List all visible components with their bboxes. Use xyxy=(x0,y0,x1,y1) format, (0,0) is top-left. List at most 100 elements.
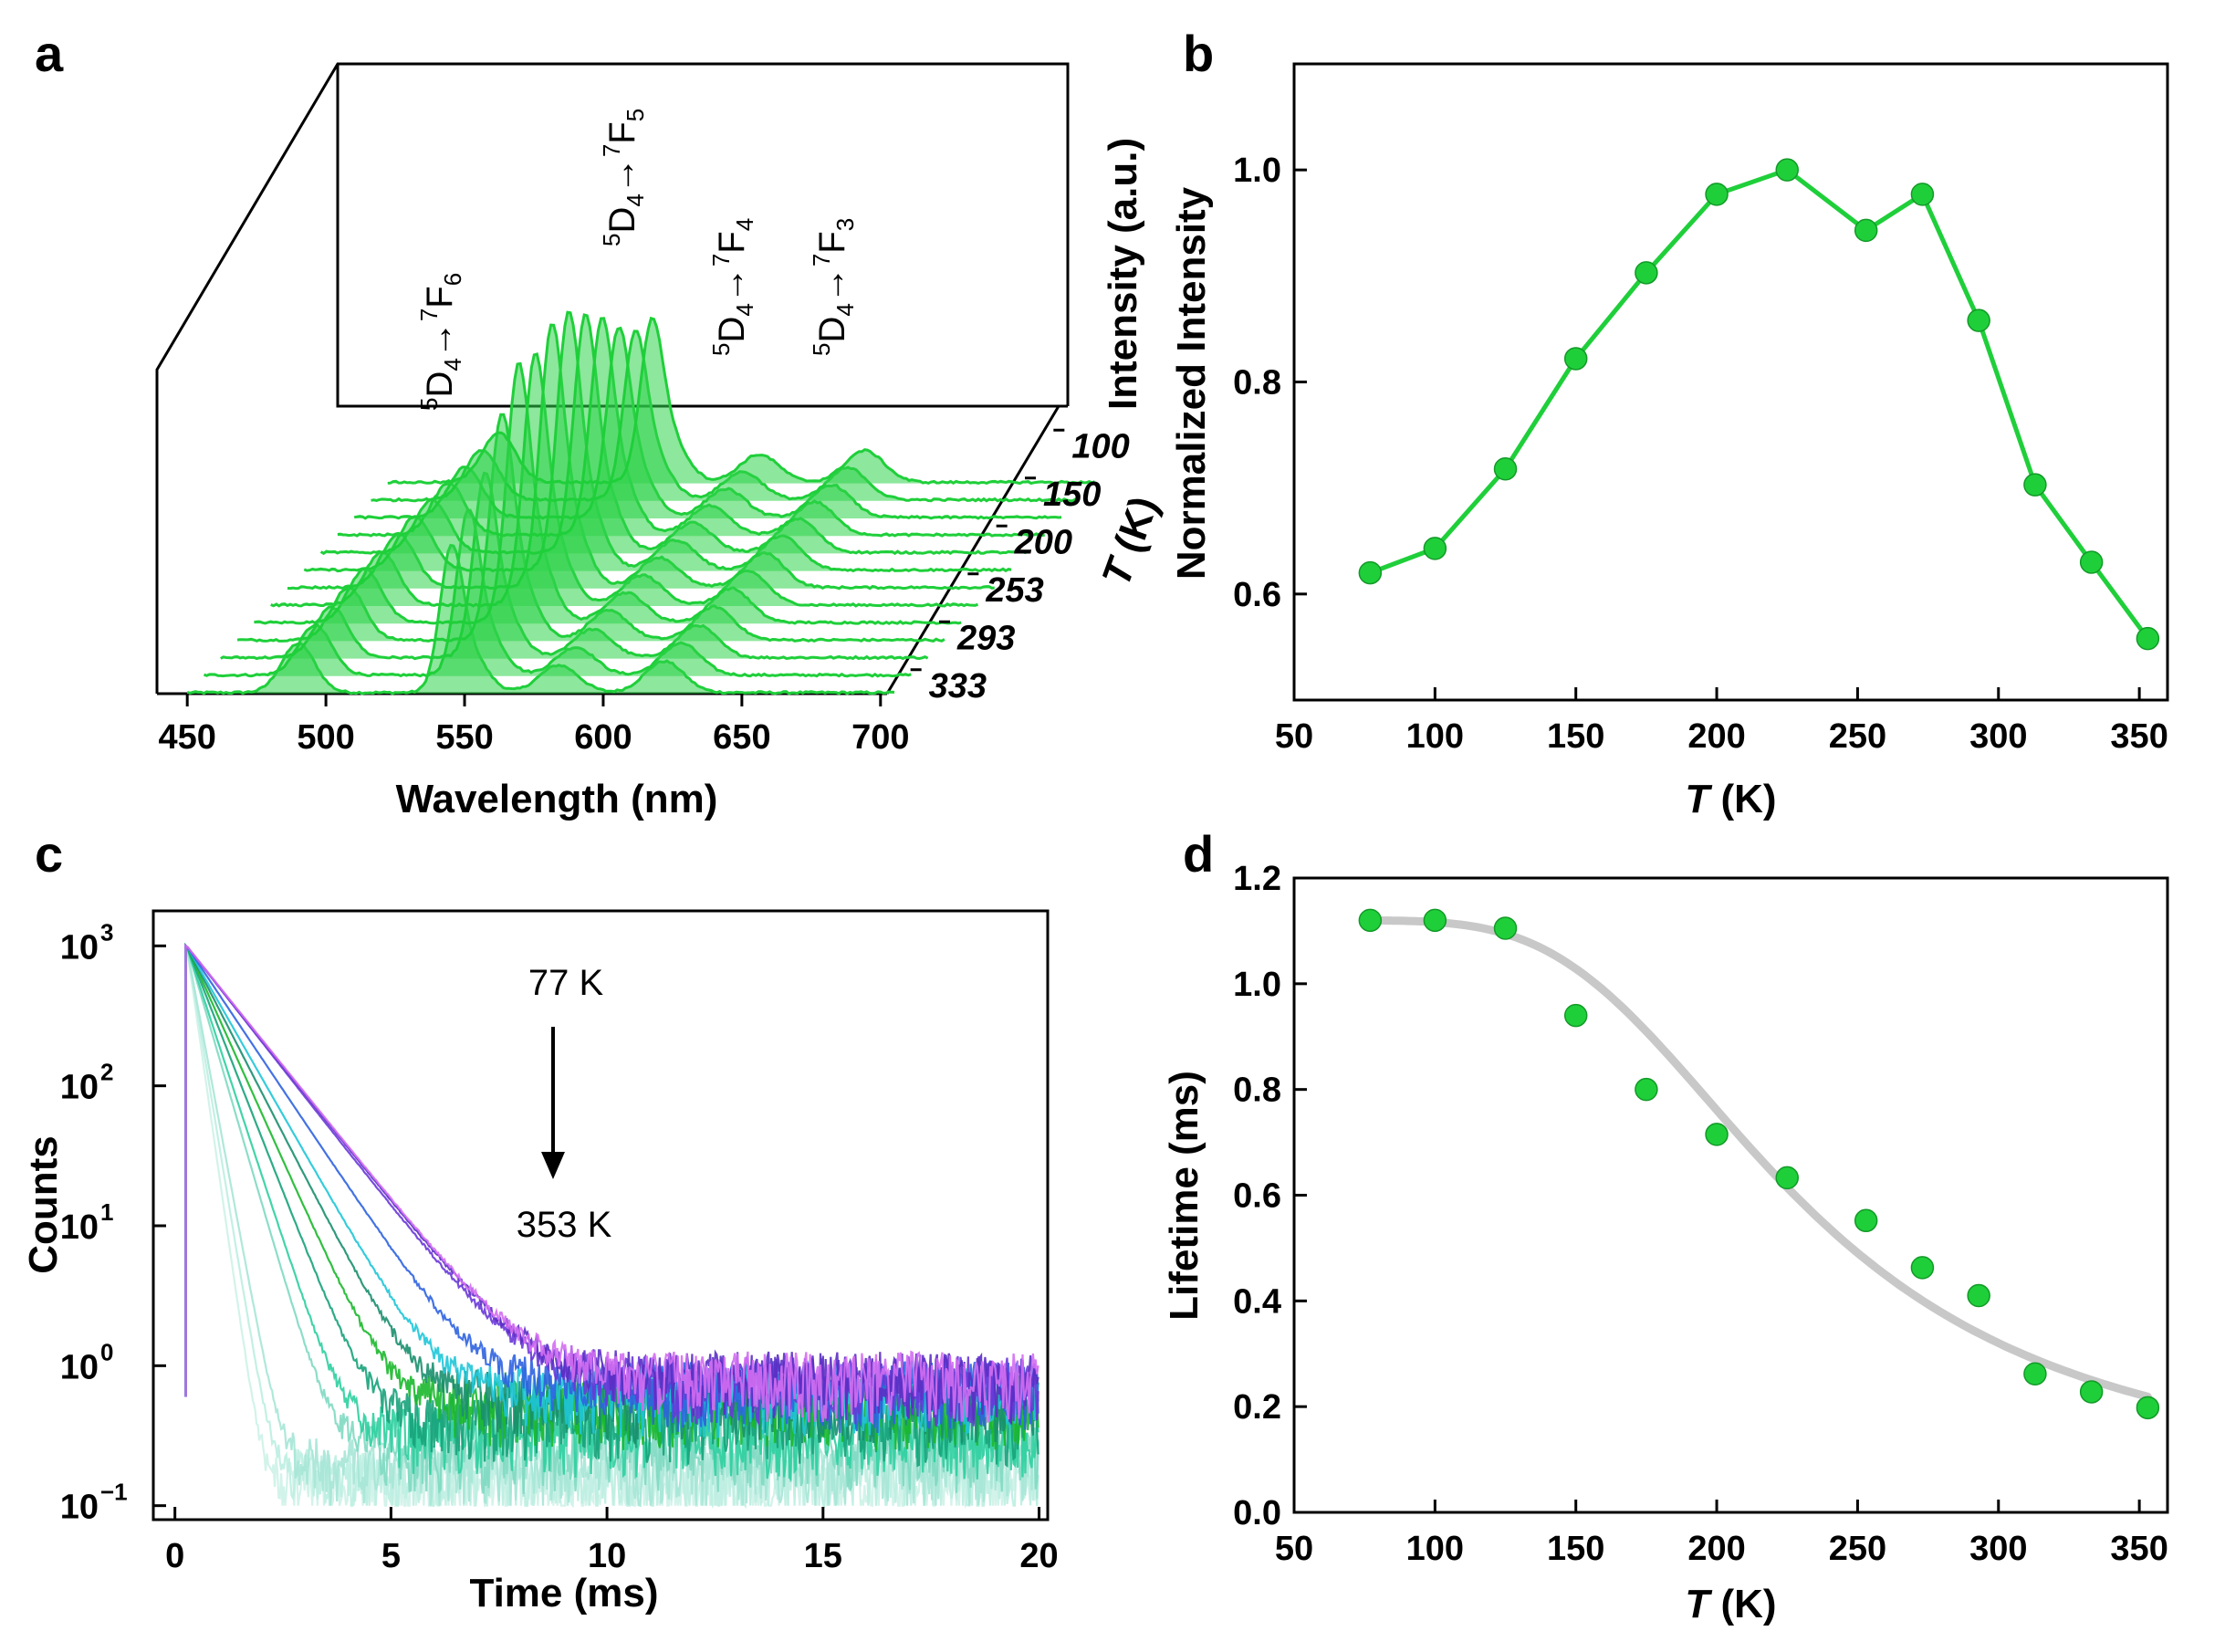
data-point xyxy=(1910,1256,1935,1280)
ann-main2: F xyxy=(712,231,752,253)
y-tick-base: 10 xyxy=(60,1348,99,1386)
x-tick-label: 550 xyxy=(435,718,493,757)
ann-sub: 4 xyxy=(439,358,466,371)
data-point xyxy=(1775,158,1799,182)
z-axis-label: T (K) xyxy=(1093,491,1166,592)
data-point xyxy=(1563,347,1588,371)
x-axis-label: Time (ms) xyxy=(469,1571,658,1615)
data-point xyxy=(1563,1003,1588,1028)
fit-curve xyxy=(1365,915,2152,1401)
x-axis-label: T (K) xyxy=(1685,1582,1776,1626)
ann-arrow: → xyxy=(812,267,852,303)
data-point xyxy=(2079,550,2104,574)
data-point xyxy=(1910,183,1935,206)
ann-main2: F xyxy=(602,121,642,143)
transition-annotation: 5D4→7F3 xyxy=(808,218,859,356)
y-axis-label: Counts xyxy=(21,1135,66,1274)
panel-b-intensity-plot: 50 100 150 200 250 300 350 0.6 0.8 1.0 T (K) Intens… xyxy=(1101,62,2169,821)
y-tick-exponent: −1 xyxy=(100,1479,128,1506)
y-tick-label: 10 xyxy=(60,928,99,967)
x-axis-label: Wavelength (nm) xyxy=(396,777,718,821)
y-tick-label: 0.6 xyxy=(1233,1177,1281,1216)
data-point xyxy=(1423,908,1447,933)
ann-sub: 4 xyxy=(731,303,758,316)
decay-175-K xyxy=(184,943,1039,1438)
y-tick-label: 10 xyxy=(60,1069,99,1107)
z-tick-label: 100 xyxy=(1071,427,1129,465)
intensity-line xyxy=(1369,167,2150,641)
data-point xyxy=(1358,908,1383,933)
y-tick-label: 0.4 xyxy=(1233,1282,1281,1321)
transition-annotation: 5D4→7F6 xyxy=(415,273,466,411)
x-tick-label: 250 xyxy=(1829,717,1886,756)
y-tick-base: 10 xyxy=(60,1208,99,1247)
y-tick-label: 0.6 xyxy=(1233,576,1281,614)
y-tick-exponent: 3 xyxy=(100,918,113,946)
y-tick-base: 10 xyxy=(60,1489,99,1527)
data-point xyxy=(1423,537,1447,560)
cooling-arrow-head xyxy=(541,1152,565,1179)
ann-sub: 4 xyxy=(622,193,649,206)
annotation-353K: 353 K xyxy=(517,1205,612,1245)
y-tick-exponent: 0 xyxy=(100,1338,113,1365)
data-point xyxy=(1705,183,1729,206)
data-point xyxy=(1635,261,1658,285)
x-tick-label: 5 xyxy=(381,1537,401,1575)
ann-arrow: → xyxy=(602,157,642,193)
ann-sup2: 7 xyxy=(808,254,835,267)
ann-sup2: 7 xyxy=(415,308,443,321)
y-tick-label: 0.8 xyxy=(1233,364,1281,403)
y-tick-label: 1.0 xyxy=(1233,966,1281,1004)
data-point xyxy=(2136,1396,2160,1420)
ann-sub2: 3 xyxy=(831,218,859,231)
ann-arrow: → xyxy=(420,321,460,358)
ann-main: D xyxy=(812,317,852,343)
y-tick-base: 10 xyxy=(60,1069,99,1107)
panel-d-lifetime-plot: 50 100 150 200 250 300 350 0.0 0.2 0.4 0.6 0.8 1.0 1.… xyxy=(1162,860,2169,1626)
y-axis-label-back: Intensity (a.u.) xyxy=(1101,138,1145,410)
panel-label-b: b xyxy=(1183,25,1214,82)
data-point xyxy=(2023,1362,2047,1386)
ann-sup: 5 xyxy=(598,234,625,246)
x-tick-label: 700 xyxy=(851,718,909,757)
plot-frame xyxy=(1292,62,2169,702)
x-tick-label: 300 xyxy=(1969,717,2027,756)
y-tick-exponent: 2 xyxy=(100,1059,113,1086)
x-axis-unit: (K) xyxy=(1709,1582,1776,1626)
data-point xyxy=(1854,1208,1878,1233)
panel-label-c: c xyxy=(35,825,63,883)
data-point xyxy=(1967,1283,1990,1308)
x-tick-label: 100 xyxy=(1406,717,1464,756)
y-tick-label: 0.2 xyxy=(1233,1388,1281,1427)
spectrum-line-77 xyxy=(387,316,1096,486)
ann-sub: 4 xyxy=(831,303,859,316)
y-tick-base: 10 xyxy=(60,928,99,967)
x-tick-label: 200 xyxy=(1687,717,1745,756)
ann-sup2: 7 xyxy=(707,254,735,267)
x-tick-label: 50 xyxy=(1275,1530,1313,1568)
x-axis-var: T xyxy=(1685,777,1712,821)
ann-main2: F xyxy=(420,286,460,308)
ann-sup2: 7 xyxy=(598,144,625,157)
y-axis-label: Lifetime (ms) xyxy=(1162,1071,1207,1321)
ann-main2: F xyxy=(812,231,852,253)
plot-frame xyxy=(151,909,1050,1521)
data-point xyxy=(2136,626,2160,651)
x-tick-label: 50 xyxy=(1275,717,1313,756)
ann-sup: 5 xyxy=(415,398,443,411)
transition-annotation: 5D4→7F5 xyxy=(598,109,649,246)
x-tick-label: 150 xyxy=(1547,1530,1604,1568)
y-tick-exponent: 1 xyxy=(100,1198,113,1226)
y-axis-label-front: Normalized Intensity xyxy=(1169,186,1214,580)
y-tick-label: 0.0 xyxy=(1233,1494,1281,1532)
x-tick-label: 350 xyxy=(2110,717,2168,756)
ann-sub2: 5 xyxy=(622,109,649,121)
x-tick-label: 600 xyxy=(574,718,632,757)
depth-axis xyxy=(885,405,1060,695)
x-axis-label: T (K) xyxy=(1685,777,1776,821)
data-point xyxy=(1854,218,1878,243)
x-tick-label: 650 xyxy=(713,718,770,757)
y-tick-label: 1.2 xyxy=(1233,860,1281,898)
